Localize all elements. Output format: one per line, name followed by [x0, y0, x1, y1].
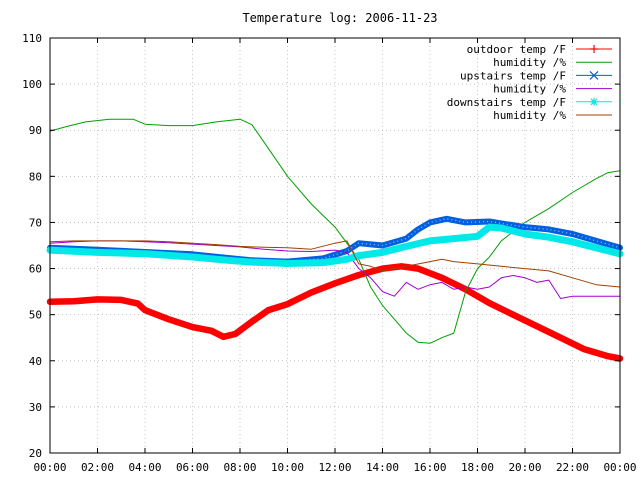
- x-tick-label: 12:00: [318, 461, 351, 474]
- y-tick-label: 100: [22, 78, 42, 91]
- axes: 20 30 40 50 60 70 80 90 100 110 00:00 02:00 04:00 06:…: [22, 32, 636, 474]
- x-tick-label: 14:00: [366, 461, 399, 474]
- y-tick-label: 20: [29, 447, 42, 460]
- grid: [50, 38, 620, 453]
- x-tick-label: 06:00: [176, 461, 209, 474]
- series-4: [46, 223, 624, 267]
- legend-label: humidity /%: [493, 56, 566, 69]
- legend-label: outdoor temp /F: [467, 43, 566, 56]
- series-layer: [46, 118, 624, 362]
- legend-marker: [589, 70, 599, 80]
- x-tick-label: 10:00: [271, 461, 304, 474]
- series-3: [49, 240, 621, 299]
- x-tick-label: 00:00: [33, 461, 66, 474]
- legend-label: upstairs temp /F: [460, 69, 566, 82]
- legend-entry-4: downstairs temp /F: [447, 96, 612, 109]
- series-5: [49, 240, 621, 288]
- legend-entry-3: humidity /%: [493, 83, 612, 96]
- series-line: [49, 118, 621, 344]
- legend-label: humidity /%: [493, 83, 566, 96]
- series-0: [46, 263, 624, 362]
- x-tick-label: 18:00: [461, 461, 494, 474]
- y-tick-label: 60: [29, 263, 42, 276]
- x-tick-label: 22:00: [556, 461, 589, 474]
- x-tick-label: 16:00: [413, 461, 446, 474]
- legend-label: humidity /%: [493, 109, 566, 122]
- series-line: [46, 263, 624, 362]
- series-line: [49, 240, 621, 288]
- series-1: [49, 118, 621, 344]
- legend-entry-0: outdoor temp /F: [467, 43, 612, 56]
- x-tick-label: 04:00: [128, 461, 161, 474]
- legend-marker: [590, 97, 598, 106]
- x-tick-label: 20:00: [508, 461, 541, 474]
- series-line: [46, 223, 624, 267]
- y-tick-label: 90: [29, 124, 42, 137]
- legend-entry-1: humidity /%: [493, 56, 612, 69]
- legend-entry-2: upstairs temp /F: [460, 69, 612, 82]
- x-tick-label: 08:00: [223, 461, 256, 474]
- y-tick-label: 110: [22, 32, 42, 45]
- y-tick-label: 40: [29, 355, 42, 368]
- series-line: [49, 240, 621, 299]
- y-tick-label: 30: [29, 401, 42, 414]
- legend-marker: [590, 45, 598, 53]
- y-tick-label: 80: [29, 170, 42, 183]
- chart-title: Temperature log: 2006-11-23: [242, 11, 437, 25]
- legend-label: downstairs temp /F: [447, 96, 566, 109]
- x-tick-label: 00:00: [603, 461, 636, 474]
- y-tick-label: 70: [29, 216, 42, 229]
- x-tick-label: 02:00: [81, 461, 114, 474]
- y-tick-label: 50: [29, 309, 42, 322]
- legend-entry-5: humidity /%: [493, 109, 612, 122]
